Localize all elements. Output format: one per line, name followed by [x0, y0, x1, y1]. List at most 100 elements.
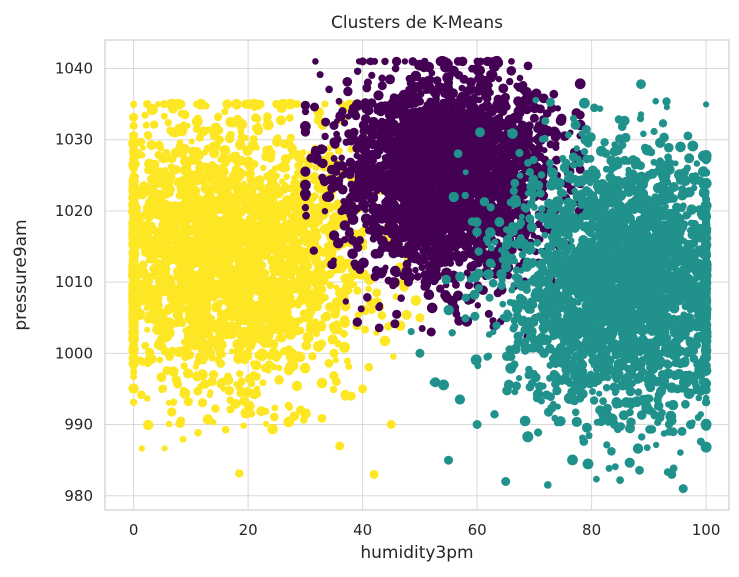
scatter-point — [193, 196, 204, 207]
scatter-point — [205, 184, 215, 194]
scatter-point — [235, 275, 246, 286]
scatter-point — [426, 302, 438, 314]
scatter-point — [350, 281, 358, 289]
scatter-point — [293, 298, 302, 308]
scatter-point — [263, 112, 272, 122]
scatter-point — [382, 264, 389, 271]
scatter-point — [303, 283, 312, 292]
scatter-point — [228, 348, 235, 355]
scatter-point — [321, 208, 329, 215]
scatter-point — [287, 153, 294, 160]
scatter-point — [388, 149, 395, 156]
scatter-point — [178, 176, 188, 185]
scatter-point — [288, 288, 296, 295]
scatter-point — [358, 57, 367, 66]
scatter-point — [164, 215, 171, 222]
scatter-point — [192, 281, 200, 288]
scatter-point — [350, 207, 359, 216]
scatter-point — [463, 154, 474, 165]
scatter-point — [208, 200, 219, 210]
scatter-point — [271, 404, 279, 412]
scatter-point — [251, 262, 261, 272]
scatter-point — [144, 316, 152, 324]
scatter-point — [262, 151, 270, 159]
scatter-point — [310, 102, 319, 112]
scatter-point — [373, 107, 381, 115]
scatter-point — [283, 266, 293, 277]
scatter-point — [202, 302, 210, 311]
scatter-point — [175, 381, 183, 389]
scatter-point — [224, 385, 235, 396]
scatter-point — [209, 148, 220, 159]
scatter-point — [237, 377, 246, 386]
scatter-point — [163, 333, 172, 342]
scatter-point — [368, 71, 376, 79]
scatter-point — [160, 112, 168, 120]
scatter-point — [222, 297, 232, 306]
scatter-point — [236, 370, 244, 378]
scatter-point — [415, 313, 425, 323]
scatter-point — [159, 237, 170, 248]
scatter-point — [196, 174, 208, 185]
scatter-point — [339, 317, 351, 329]
scatter-point — [352, 317, 362, 327]
scatter-point — [305, 299, 314, 309]
scatter-point — [277, 333, 287, 343]
scatter-point — [344, 206, 352, 214]
scatter-point — [195, 99, 205, 110]
scatter-point — [149, 250, 158, 259]
scatter-point — [129, 121, 138, 130]
scatter-point — [259, 188, 268, 197]
scatter-point — [216, 173, 228, 185]
scatter-point — [159, 100, 169, 109]
scatter-point — [293, 151, 305, 163]
scatter-point — [358, 384, 368, 394]
scatter-point — [299, 362, 311, 374]
scatter-point — [154, 176, 165, 188]
scatter-point — [251, 231, 261, 241]
scatter-point — [182, 189, 190, 196]
scatter-point — [130, 288, 138, 296]
scatter-point — [369, 469, 379, 479]
scatter-point — [177, 210, 187, 220]
scatter-point — [291, 380, 303, 392]
scatter-point — [306, 321, 316, 331]
scatter-point — [472, 139, 484, 151]
scatter-point — [312, 164, 320, 172]
scatter-point — [287, 360, 299, 371]
scatter-point — [320, 322, 327, 329]
scatter-point — [130, 260, 137, 267]
scatter-point — [173, 274, 180, 281]
scatter-point — [226, 405, 235, 414]
scatter-point — [244, 334, 256, 345]
scatter-point — [324, 358, 334, 368]
scatter-point — [184, 122, 191, 129]
scatter-point — [293, 227, 300, 235]
scatter-point — [377, 311, 387, 320]
scatter-point — [308, 352, 317, 361]
scatter-point — [129, 183, 138, 192]
scatter-point — [332, 356, 339, 364]
scatter-point — [165, 274, 175, 284]
scatter-point — [428, 249, 438, 259]
scatter-point — [335, 441, 345, 451]
scatter-point — [495, 75, 503, 83]
scatter-point — [179, 267, 187, 276]
scatter-point — [206, 325, 213, 332]
scatter-point — [294, 238, 303, 247]
scatter-point — [204, 168, 213, 177]
scatter-point — [269, 308, 278, 318]
scatter-point — [549, 89, 559, 99]
scatter-point — [167, 407, 177, 417]
scatter-point — [129, 131, 139, 141]
scatter-point — [220, 245, 228, 252]
scatter-point — [436, 284, 445, 293]
scatter-point — [159, 384, 168, 393]
scatter-point — [266, 145, 274, 153]
scatter-point — [321, 132, 329, 141]
scatter-point — [205, 126, 213, 134]
scatter-point — [156, 356, 164, 364]
scatter-point — [372, 288, 382, 298]
scatter-point — [233, 214, 243, 224]
scatter-point — [574, 78, 586, 90]
